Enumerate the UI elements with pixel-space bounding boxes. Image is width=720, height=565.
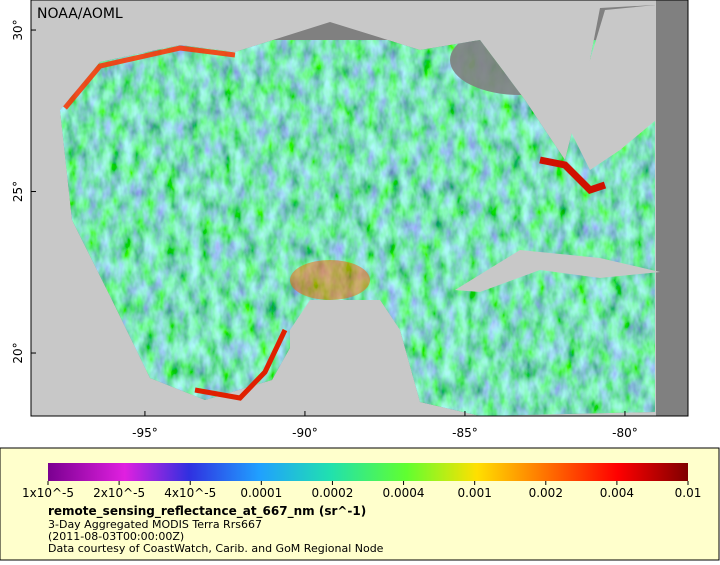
caption-line: 3-Day Aggregated MODIS Terra Rrs667	[48, 518, 262, 531]
colorbar-tick-label: 0.002	[529, 486, 563, 500]
coastal-high	[63, 45, 236, 110]
colorbar-tick-label: 0.001	[457, 486, 491, 500]
x-tick-label: -85°	[452, 426, 478, 440]
colorbar-title: remote_sensing_reflectance_at_667_nm (sr…	[48, 504, 366, 519]
colorbar-tick-label: 2x10^-5	[93, 486, 145, 500]
y-tick-label: 30°	[11, 19, 25, 40]
colorbar-tick-label: 0.004	[600, 486, 634, 500]
plot-frame	[30, 0, 689, 417]
colorbar-tick-label: 1x10^-5	[22, 486, 74, 500]
x-tick-label: -80°	[612, 426, 638, 440]
colorbar-tick-label: 0.01	[675, 486, 702, 500]
colorbar-tick-label: 0.0004	[383, 486, 425, 500]
coastal-high	[539, 156, 607, 195]
colorbar-tick-label: 4x10^-5	[164, 486, 216, 500]
y-tick-label: 20°	[11, 342, 25, 363]
x-tick-label: -95°	[132, 426, 158, 440]
map-area	[31, 0, 688, 416]
yucatan	[290, 300, 410, 416]
x-tick-label: -90°	[292, 426, 318, 440]
colorbar-tick-label: 0.0001	[240, 486, 282, 500]
coastal-high	[194, 328, 288, 401]
y-tick-label: 25°	[11, 181, 25, 202]
florida	[560, 5, 656, 170]
colorbar-tick-label: 0.0002	[311, 486, 353, 500]
no-data-strip	[656, 0, 688, 416]
caption-line: (2011-08-03T00:00:00Z)	[48, 530, 184, 543]
high-patch	[290, 260, 370, 300]
caption-line: Data courtesy of CoastWatch, Carib. and …	[48, 542, 384, 555]
credit: NOAA/AOML	[37, 6, 123, 22]
colorbar	[48, 463, 688, 481]
cuba	[455, 250, 660, 292]
